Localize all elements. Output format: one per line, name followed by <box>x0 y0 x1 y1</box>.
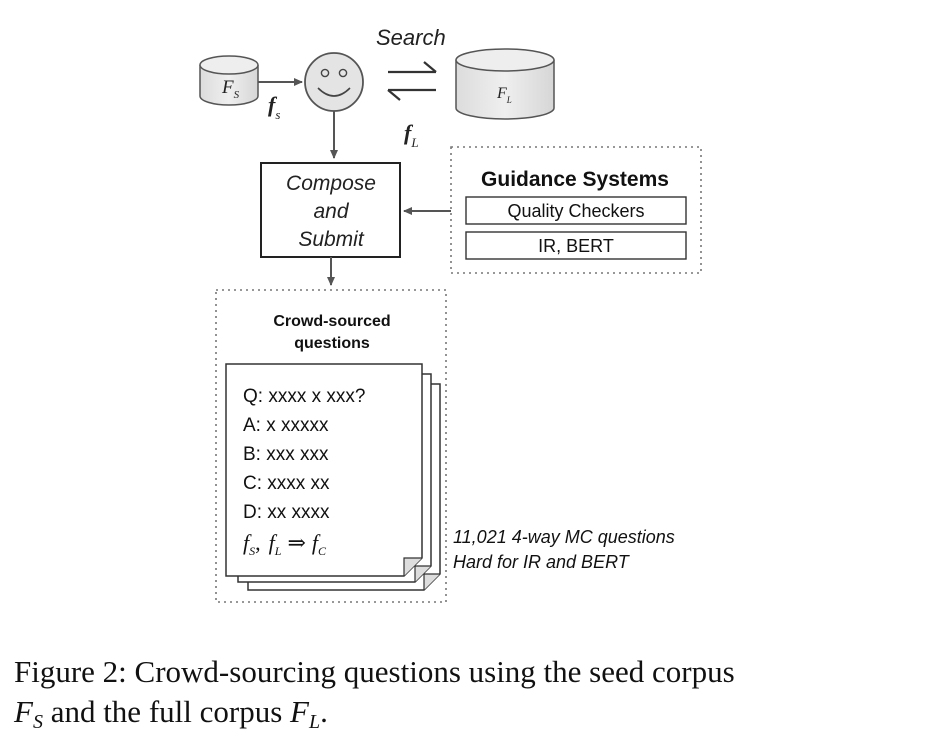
question-line-a: A: x xxxxx <box>243 415 329 436</box>
crowdworker-smiley-icon <box>304 52 364 112</box>
caption-mid: and the full corpus <box>42 694 291 729</box>
dataset-note-line-2: Hard for IR and BERT <box>453 552 631 572</box>
caption-suffix: . <box>320 694 328 729</box>
quality-checkers-label: Quality Checkers <box>507 201 644 221</box>
question-line-c: C: xxxx xx <box>243 473 330 494</box>
caption-fs-base: F <box>14 694 33 729</box>
compose-line-3: Submit <box>298 228 365 251</box>
dataset-note-line-1: 11,021 4-way MC questions <box>453 527 675 547</box>
full-corpus-cylinder: FL <box>455 48 555 120</box>
guidance-systems-panel: Guidance Systems Quality Checkers IR, BE… <box>450 146 702 274</box>
caption-fl-sub: L <box>308 711 321 733</box>
full-corpus-label: FL <box>496 85 512 105</box>
fact-s-label: fs <box>268 92 280 122</box>
seed-corpus-label: FS <box>221 77 240 101</box>
guidance-title: Guidance Systems <box>481 168 669 191</box>
question-line-d: D: xx xxxx <box>243 502 330 523</box>
question-pages-stack-icon <box>225 363 441 591</box>
crowd-sourced-questions-panel: Crowd-sourced questions Q: xxxx x xxx? A… <box>215 289 447 603</box>
compose-line-1: Compose <box>286 172 376 195</box>
quality-checkers-box <box>465 196 687 225</box>
fact-l-label: fL <box>404 120 419 150</box>
facts-combination-line: fS, fL ⇒ fC <box>243 530 327 558</box>
caption-prefix: Figure 2: Crowd-sourcing questions using… <box>14 654 735 689</box>
caption-fs-sub: S <box>32 711 43 733</box>
search-label: Search <box>376 25 446 50</box>
ir-bert-box <box>465 231 687 260</box>
diagram: FS fs Search FL fL Compose and Submit <box>199 25 702 603</box>
compose-line-2: and <box>313 200 349 223</box>
seed-corpus-cylinder: FS <box>199 55 259 106</box>
question-line-b: B: xxx xxx <box>243 444 329 465</box>
crowd-title-line-1: Crowd-sourced <box>273 313 390 330</box>
compose-submit-box: Compose and Submit <box>260 162 401 258</box>
figure-caption: Figure 2: Crowd-sourcing questions using… <box>14 652 914 732</box>
caption-fl-base: F <box>290 694 309 729</box>
crowd-title-line-2: questions <box>294 335 370 352</box>
ir-bert-label: IR, BERT <box>538 236 614 256</box>
search-exchange-arrows-icon <box>387 61 437 101</box>
question-line-q: Q: xxxx x xxx? <box>243 386 365 407</box>
